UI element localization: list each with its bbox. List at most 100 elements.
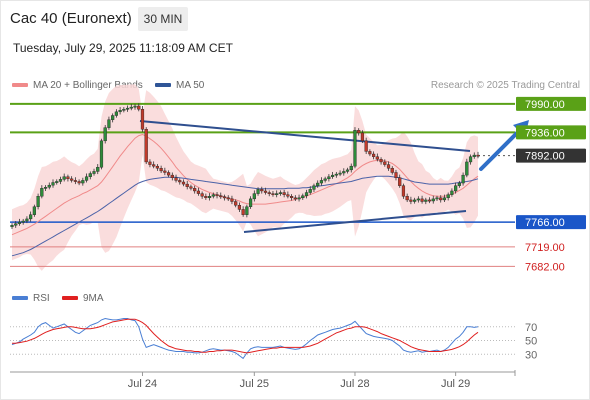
level-label-7892.00: 7892.00 bbox=[525, 151, 565, 163]
legend-item-9ma: 9MA bbox=[62, 293, 104, 304]
level-label-7719.00: 7719.00 bbox=[525, 242, 565, 254]
candle-body bbox=[122, 108, 126, 111]
candle-body bbox=[450, 190, 454, 195]
candle-body bbox=[189, 186, 193, 189]
candle-body bbox=[457, 182, 461, 186]
candle-body bbox=[32, 206, 36, 215]
bollinger-band-area bbox=[12, 84, 478, 271]
rsi-tick-label: 50 bbox=[525, 336, 537, 348]
rsi-tick-label: 70 bbox=[525, 322, 537, 334]
candle-body bbox=[96, 167, 100, 172]
candle-body bbox=[383, 161, 387, 165]
legend-swatch-ma50 bbox=[155, 83, 171, 88]
candle-body bbox=[137, 105, 141, 110]
research-credit: Research © 2025 Trading Central bbox=[430, 80, 580, 91]
candle-body bbox=[219, 195, 223, 198]
candle-body bbox=[465, 161, 469, 176]
candle-body bbox=[47, 184, 51, 188]
candle-body bbox=[237, 204, 242, 210]
resistance-trendline bbox=[139, 120, 471, 152]
candle-body bbox=[282, 192, 286, 195]
candle-body bbox=[99, 140, 104, 168]
candle-body bbox=[36, 196, 40, 207]
forecast-arrow-icon bbox=[479, 126, 524, 171]
candle-body bbox=[81, 180, 85, 184]
candle-body bbox=[40, 188, 44, 197]
candle-body bbox=[211, 194, 215, 197]
legend-swatch-rsi bbox=[12, 296, 28, 301]
legend-label-ma20: MA 20 + Bollinger Bands bbox=[33, 80, 143, 91]
candle-body bbox=[248, 198, 253, 207]
candle-body bbox=[409, 199, 413, 202]
candle-body bbox=[446, 194, 450, 199]
level-label-7990.00: 7990.00 bbox=[525, 99, 565, 111]
legend-item-rsi: RSI bbox=[12, 293, 50, 304]
time-axis: Jul 24 Jul 25 Jul 28 Jul 29 bbox=[10, 370, 516, 390]
candle-body bbox=[405, 196, 409, 201]
candle-body bbox=[29, 214, 33, 220]
candle-body bbox=[215, 194, 219, 197]
candle-body bbox=[234, 201, 238, 206]
candle-body bbox=[66, 176, 70, 180]
timeframe-button[interactable]: 30 MIN bbox=[138, 7, 188, 31]
candle-body bbox=[301, 195, 305, 199]
candle-body bbox=[286, 194, 290, 197]
candle-body bbox=[207, 196, 212, 199]
candle-body bbox=[435, 197, 439, 200]
candle-body bbox=[375, 156, 379, 160]
candle-body bbox=[349, 165, 353, 171]
candle-body bbox=[431, 198, 435, 202]
candle-body bbox=[111, 115, 115, 120]
candle-body bbox=[92, 171, 96, 174]
candle-body bbox=[84, 176, 89, 181]
candle-body bbox=[17, 221, 22, 224]
bollinger-band bbox=[12, 84, 478, 271]
price-level-labels: 7990.00 7936.00 7892.00 7766.00 7719.00 7682.… bbox=[516, 96, 586, 273]
candle-body bbox=[260, 189, 264, 192]
candle-body bbox=[427, 199, 432, 202]
support-trendline bbox=[243, 210, 467, 233]
candle-body bbox=[77, 181, 81, 184]
candle-body bbox=[185, 183, 189, 187]
candle-body bbox=[442, 197, 447, 201]
candle-body bbox=[178, 180, 182, 183]
candle-body bbox=[472, 154, 476, 157]
rsi-line bbox=[11, 317, 479, 360]
candle-body bbox=[312, 185, 316, 190]
candle-body bbox=[129, 106, 133, 109]
candle-body bbox=[331, 174, 335, 177]
legend-swatch-ma20 bbox=[12, 83, 28, 88]
chart-header: Cac 40 (Euronext) 30 MIN bbox=[0, 0, 590, 36]
legend-item-ma20-bollinger: MA 20 + Bollinger Bands bbox=[12, 80, 143, 91]
candle-body bbox=[196, 190, 200, 194]
time-tick-label: Jul 24 bbox=[128, 378, 157, 390]
candle-body bbox=[267, 192, 271, 194]
candle-body bbox=[327, 176, 331, 180]
candle-body bbox=[338, 172, 342, 175]
candle-body bbox=[271, 193, 275, 195]
candle-body bbox=[62, 176, 66, 180]
candle-body bbox=[193, 188, 197, 192]
candle-body bbox=[379, 159, 383, 163]
candle-body bbox=[420, 198, 424, 202]
candle-body bbox=[334, 173, 338, 176]
candle-body bbox=[245, 206, 249, 215]
legend-item-ma50: MA 50 bbox=[155, 80, 204, 91]
time-tick-label: Jul 28 bbox=[340, 378, 369, 390]
candle-body bbox=[159, 168, 163, 172]
candle-body bbox=[163, 170, 167, 173]
legend-label-rsi: RSI bbox=[33, 293, 50, 304]
candle-body bbox=[278, 192, 283, 194]
candle-body bbox=[241, 209, 245, 215]
candle-body bbox=[51, 182, 55, 186]
candle-body bbox=[394, 172, 398, 178]
candle-body bbox=[155, 165, 159, 169]
candle-body bbox=[226, 197, 230, 200]
candle-body bbox=[140, 108, 145, 130]
level-label-box bbox=[516, 215, 586, 230]
candle-body bbox=[174, 177, 178, 181]
candle-body bbox=[398, 177, 402, 186]
candle-body bbox=[10, 225, 14, 228]
